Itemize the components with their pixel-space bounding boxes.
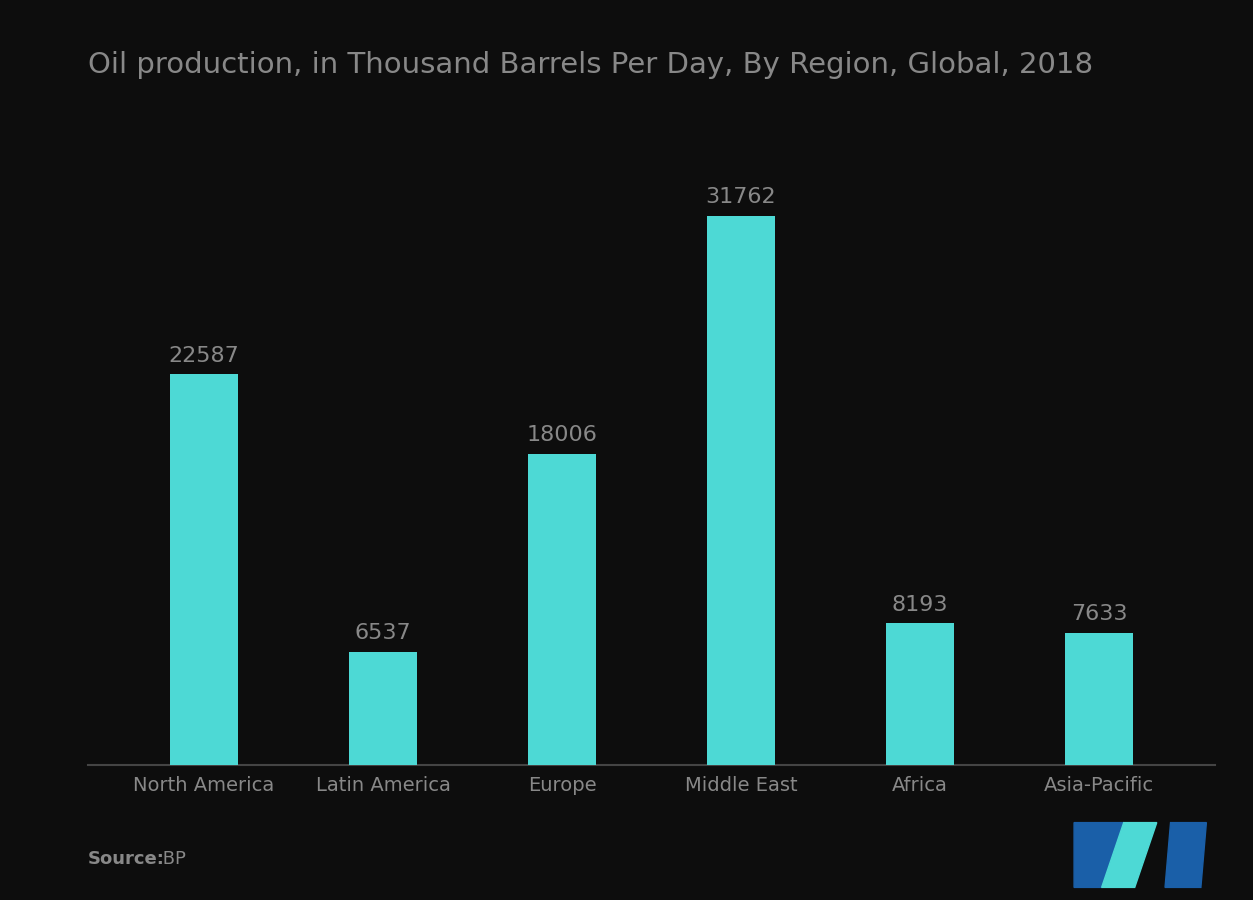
Polygon shape bbox=[1101, 823, 1157, 887]
Bar bbox=[707, 216, 776, 765]
Text: 7633: 7633 bbox=[1071, 605, 1128, 625]
Bar bbox=[886, 624, 954, 765]
Text: Source:: Source: bbox=[88, 850, 164, 868]
Bar bbox=[528, 454, 596, 765]
Text: 31762: 31762 bbox=[705, 187, 777, 207]
Text: Oil production, in Thousand Barrels Per Day, By Region, Global, 2018: Oil production, in Thousand Barrels Per … bbox=[88, 51, 1093, 79]
Bar bbox=[170, 374, 238, 765]
Polygon shape bbox=[1165, 823, 1207, 887]
Text: 22587: 22587 bbox=[169, 346, 239, 365]
Bar bbox=[1065, 633, 1133, 765]
Text: 18006: 18006 bbox=[526, 425, 598, 445]
Text: BP: BP bbox=[157, 850, 185, 868]
Bar bbox=[350, 652, 417, 765]
Text: 6537: 6537 bbox=[355, 624, 411, 644]
Text: 8193: 8193 bbox=[892, 595, 949, 615]
Polygon shape bbox=[1074, 823, 1124, 887]
